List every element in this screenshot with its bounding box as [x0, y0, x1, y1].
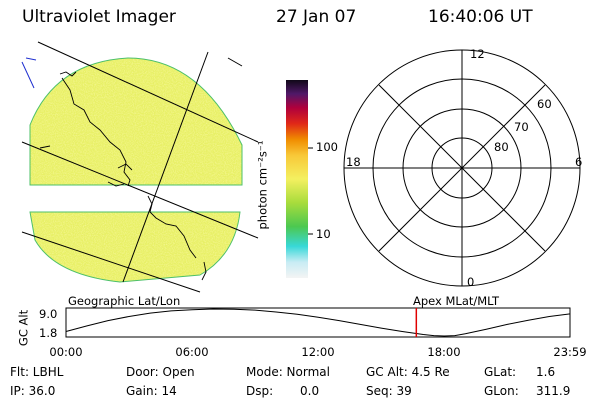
status-glat-value: 1.6: [536, 365, 556, 379]
colorbar-unit-label: photon cm⁻²s⁻¹: [255, 140, 270, 230]
altitude-axis-label: GC Alt: [16, 309, 31, 347]
altitude-series-line-0: [65, 308, 571, 337]
status-glon-label: GLon:: [484, 384, 519, 398]
time-tick-4: 23:59: [553, 345, 587, 359]
status-gc-alt: GC Alt: 4.5 Re: [366, 365, 450, 379]
time-tick-0: 00:00: [49, 345, 83, 359]
status-dsp-value: 0.0: [300, 384, 320, 398]
time-tick-1: 06:00: [175, 345, 209, 359]
status-dsp-label: Dsp:: [246, 384, 274, 398]
colorbar-tick-10: 10: [316, 227, 331, 241]
status-ip: IP: 36.0: [10, 384, 56, 398]
mlt-label-18: 18: [346, 155, 361, 169]
mlt-label-6: 6: [575, 155, 583, 169]
geographic-coords-title: Geographic Lat/Lon: [68, 294, 181, 308]
altitude-tick-min: 1.8: [39, 326, 58, 340]
altitude-chart-frame: [65, 307, 571, 338]
status-door: Door: Open: [126, 365, 195, 379]
mlt-label-0: 0: [467, 275, 475, 289]
status-filter: Flt: LBHL: [10, 365, 64, 379]
status-glat-label: GLat:: [484, 365, 517, 379]
apex-coords-title: Apex MLat/MLT: [413, 294, 500, 308]
time-tick-2: 12:00: [301, 345, 335, 359]
colorbar-tick-100: 100: [316, 140, 338, 154]
time-label: 16:40:06 UT: [428, 7, 533, 27]
mlat-label-70: 70: [514, 120, 529, 134]
mlat-label-80: 80: [494, 140, 509, 154]
time-tick-3: 18:00: [427, 345, 461, 359]
mlt-label-12: 12: [470, 47, 485, 61]
date-label: 27 Jan 07: [276, 7, 357, 27]
altitude-tick-max: 9.0: [39, 307, 58, 321]
status-seq: Seq: 39: [366, 384, 412, 398]
status-glon-value: 311.9: [536, 384, 571, 398]
instrument-title: Ultraviolet Imager: [22, 7, 176, 27]
status-gain: Gain: 14: [126, 384, 177, 398]
status-mode: Mode: Normal: [246, 365, 330, 379]
mlat-label-60: 60: [537, 97, 552, 111]
